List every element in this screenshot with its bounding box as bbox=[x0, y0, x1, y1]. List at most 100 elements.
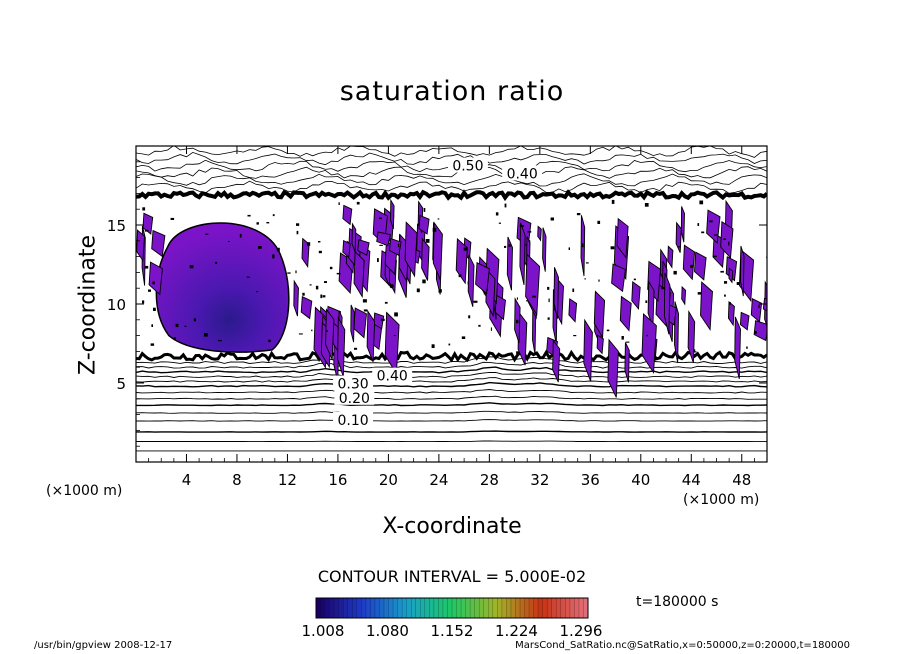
stratified-contour-line bbox=[136, 377, 767, 383]
speckle-contour bbox=[661, 287, 665, 290]
cloud-plume bbox=[467, 254, 475, 307]
cloud-plume bbox=[593, 290, 606, 339]
stratified-contour-line bbox=[136, 430, 767, 433]
colorbar-frame bbox=[315, 597, 589, 619]
speckle-contour bbox=[184, 325, 187, 327]
speckle-contour bbox=[467, 281, 469, 285]
speckle-contour bbox=[473, 300, 478, 303]
cloud-plume bbox=[641, 313, 657, 374]
speckle-contour bbox=[713, 255, 717, 258]
colorbar-segment bbox=[479, 598, 485, 618]
speckle-contour bbox=[189, 265, 194, 269]
colorbar-segment bbox=[365, 598, 371, 618]
speckle-contour bbox=[697, 223, 700, 226]
colorbar-segment bbox=[424, 598, 430, 618]
cloud-plume bbox=[631, 281, 641, 310]
stratified-contour-line bbox=[136, 419, 767, 422]
speckle-contour bbox=[713, 234, 718, 236]
x-unit-label-right: (×1000 m) bbox=[683, 492, 760, 508]
colorbar-segment bbox=[583, 598, 589, 618]
colorbar-segment bbox=[343, 598, 349, 618]
colorbar-segment bbox=[452, 598, 457, 618]
speckle-contour bbox=[468, 315, 471, 319]
cloud-plume bbox=[728, 267, 734, 284]
cloud-plume bbox=[762, 297, 767, 312]
speckle-contour bbox=[646, 334, 648, 337]
speckle-contour bbox=[394, 312, 398, 317]
speckle-contour bbox=[153, 307, 156, 311]
speckle-contour bbox=[309, 284, 312, 286]
speckle-contour bbox=[363, 309, 368, 312]
contour-label-background bbox=[502, 165, 543, 181]
colorbar-segment bbox=[411, 598, 417, 618]
cloud-plume bbox=[552, 339, 561, 383]
x-tick-label: 48 bbox=[732, 471, 751, 489]
cloud-plume bbox=[350, 304, 355, 343]
speckle-contour bbox=[377, 258, 379, 262]
cloud-plume bbox=[389, 237, 402, 257]
speckle-contour bbox=[296, 223, 300, 226]
speckle-contour bbox=[356, 201, 360, 205]
speckle-contour bbox=[150, 343, 155, 346]
colorbar-segment bbox=[524, 598, 530, 618]
cloud-plume bbox=[300, 296, 313, 320]
stratified-contour-line bbox=[136, 402, 767, 407]
cloud-plume bbox=[418, 214, 430, 235]
cloud-plume bbox=[720, 220, 734, 259]
colorbar-segment bbox=[429, 598, 435, 618]
speckle-contour bbox=[397, 243, 400, 248]
speckle-contour bbox=[504, 245, 507, 248]
speckle-contour bbox=[218, 340, 222, 342]
speckle-contour bbox=[422, 279, 426, 284]
speckle-contour bbox=[432, 227, 437, 232]
contour-label: 0.40 bbox=[507, 166, 538, 182]
colorbar-segment bbox=[569, 598, 575, 618]
colorbar-tick-label: 1.224 bbox=[495, 622, 538, 640]
x-tick-label: 4 bbox=[182, 471, 192, 489]
colorbar-segment bbox=[352, 598, 358, 618]
colorbar-segment bbox=[547, 598, 553, 618]
speckle-contour bbox=[490, 327, 492, 331]
speckle-contour bbox=[272, 254, 275, 259]
speckle-contour bbox=[495, 212, 499, 216]
speckle-contour bbox=[483, 292, 485, 295]
speckle-contour bbox=[673, 270, 677, 275]
colorbar-segment bbox=[470, 598, 475, 618]
upper-cloud-boundary bbox=[136, 189, 767, 202]
chart-title: saturation ratio bbox=[339, 76, 565, 107]
cloud-plume bbox=[624, 342, 630, 383]
speckle-contour bbox=[709, 220, 713, 223]
cloud-plume bbox=[700, 281, 713, 332]
speckle-contour bbox=[205, 233, 209, 235]
colorbar-segment bbox=[542, 598, 548, 618]
colorbar-segment bbox=[510, 598, 516, 618]
speckle-contour bbox=[437, 218, 440, 220]
speckle-contour bbox=[519, 225, 524, 228]
speckle-contour bbox=[572, 288, 575, 292]
colorbar-segment bbox=[406, 598, 412, 618]
speckle-contour bbox=[486, 289, 488, 292]
x-tick-label: 32 bbox=[530, 471, 549, 489]
colorbar-segment bbox=[488, 598, 494, 618]
speckle-contour bbox=[362, 299, 367, 303]
cloud-plume bbox=[293, 279, 299, 317]
speckle-contour bbox=[498, 222, 501, 224]
y-tick-label: 5 bbox=[116, 375, 126, 393]
y-tick-label: 10 bbox=[107, 296, 126, 314]
speckle-contour bbox=[527, 231, 532, 233]
colorbar-segment bbox=[551, 598, 557, 618]
colorbar-segment bbox=[329, 598, 335, 618]
speckle-contour bbox=[306, 242, 311, 246]
colorbar-segment bbox=[374, 598, 380, 618]
x-tick-label: 8 bbox=[232, 471, 242, 489]
x-tick-label: 12 bbox=[278, 471, 297, 489]
speckle-contour bbox=[423, 208, 426, 212]
stratified-contour-line bbox=[136, 371, 767, 378]
speckle-contour bbox=[576, 213, 581, 216]
speckle-contour bbox=[728, 302, 731, 305]
cloud-plume bbox=[583, 318, 593, 382]
upper-contour-line bbox=[136, 166, 767, 179]
cloud-plume bbox=[663, 272, 671, 335]
cloud-plume bbox=[680, 206, 685, 243]
